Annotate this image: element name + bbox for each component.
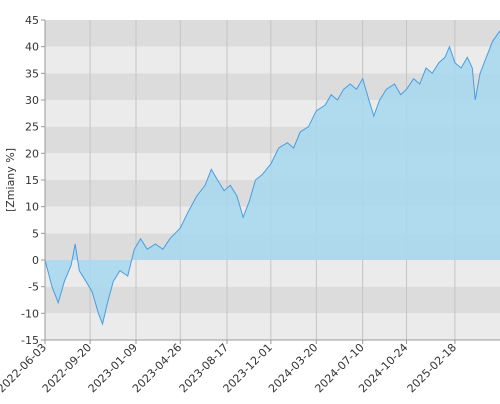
- line: [44, 30, 500, 326]
- y-tick-label: 20: [25, 147, 39, 160]
- y-tick-label: 25: [25, 121, 39, 134]
- y-tick-label: 45: [25, 14, 39, 27]
- y-tick-label: -5: [28, 281, 39, 294]
- y-tick-label: 10: [25, 201, 39, 214]
- y-tick-label: 5: [32, 227, 39, 240]
- grid-band: [45, 20, 500, 47]
- y-tick-label: 40: [25, 41, 39, 54]
- y-tick-label: 35: [25, 67, 39, 80]
- y-axis-label: [Zmiany %]: [4, 148, 17, 212]
- x-tick-label: 2025-02-18: [405, 341, 459, 395]
- y-tick-label: -10: [21, 307, 39, 320]
- y-tick-label: -15: [21, 334, 39, 347]
- y-tick-label: 30: [25, 94, 39, 107]
- area: [45, 30, 500, 324]
- grid-band: [45, 286, 500, 314]
- grid-band: [45, 313, 500, 340]
- y-tick-label: 15: [25, 174, 39, 187]
- grid-band: [45, 46, 500, 74]
- y-tick-label: 0: [32, 254, 39, 267]
